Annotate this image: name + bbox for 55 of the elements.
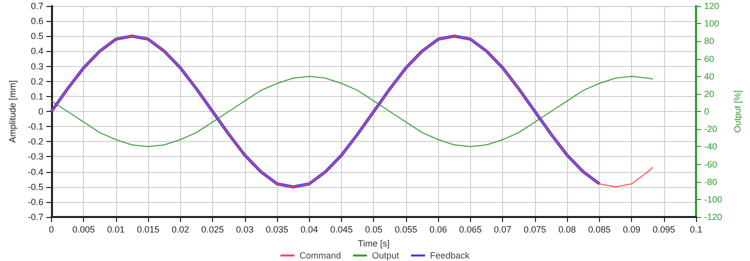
x-tick-label: 0.04 (300, 224, 318, 234)
x-tick-label: 0.095 (652, 224, 676, 234)
y-tick-label: 0.4 (30, 46, 44, 56)
y-tick-label: 0.1 (30, 91, 44, 102)
x-tick-label: 0.08 (558, 224, 576, 234)
y2-tick-label: -20 (704, 124, 718, 134)
y2-tick-label: 120 (704, 1, 720, 11)
y-tick-label: 0.3 (30, 61, 44, 72)
x-tick-label: 0.06 (429, 224, 447, 234)
y2-tick-label: 20 (704, 88, 714, 99)
legend-label: Command (299, 250, 341, 260)
y2-tick-label: -80 (704, 176, 718, 187)
x-tick-label: 0.01 (107, 224, 125, 234)
x-tick-label: 0 (48, 224, 54, 234)
y-tick-label: 0.2 (30, 76, 44, 86)
y-tick-label: 0 (38, 106, 44, 116)
y2-tick-label: 0 (704, 106, 710, 116)
x-tick-label: 0.1 (690, 224, 702, 234)
legend-label: Output (372, 250, 400, 260)
x-tick-label: 0.02 (172, 224, 190, 234)
y-tick-label: 0.6 (30, 16, 44, 26)
x-tick-label: 0.065 (459, 224, 482, 234)
x-tick-label: 0.05 (364, 224, 383, 234)
y2-tick-label: -60 (704, 159, 718, 170)
y2-tick-label: 100 (704, 18, 720, 29)
x-tick-label: 0.025 (201, 224, 224, 234)
y-tick-label: -0.3 (28, 152, 44, 162)
x-tick-label: 0.055 (394, 224, 418, 234)
y2-tick-label: 80 (704, 36, 714, 46)
x-axis-title: Time [s] (358, 238, 390, 248)
y2-tick-label: 60 (704, 54, 714, 64)
y2-tick-label: -100 (704, 194, 722, 204)
x-tick-label: 0.07 (494, 224, 512, 234)
y-axis-title: Amplitude [mm] (8, 80, 18, 143)
x-tick-label: 0.085 (588, 224, 611, 234)
x-tick-label: 0.075 (524, 224, 546, 234)
y2-axis-title: Output [%] (732, 90, 742, 133)
legend-label: Feedback (430, 250, 470, 260)
x-tick-label: 0.035 (266, 224, 288, 234)
x-tick-label: 0.015 (136, 224, 160, 234)
y2-tick-label: 40 (704, 71, 714, 82)
x-tick-label: 0.005 (72, 224, 95, 234)
y-tick-label: 0.7 (30, 1, 44, 11)
x-tick-label: 0.09 (622, 224, 640, 234)
y-tick-label: 0.5 (30, 31, 44, 42)
y-tick-label: -0.7 (28, 212, 44, 222)
y-tick-label: -0.6 (28, 196, 44, 207)
y2-tick-label: -40 (704, 142, 718, 152)
x-tick-label: 0.045 (330, 224, 353, 234)
y-tick-label: -0.2 (28, 136, 44, 147)
x-tick-label: 0.03 (236, 224, 254, 234)
y2-tick-label: -120 (704, 212, 722, 222)
y-tick-label: -0.4 (28, 166, 44, 177)
y-tick-label: -0.1 (28, 122, 44, 132)
y-tick-label: -0.5 (28, 182, 44, 192)
